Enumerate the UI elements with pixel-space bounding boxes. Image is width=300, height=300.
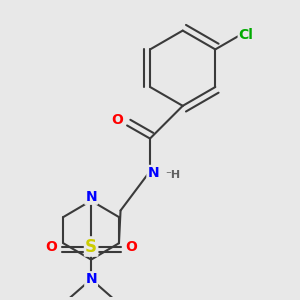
Text: Cl: Cl — [239, 28, 254, 42]
Text: ⁻H: ⁻H — [166, 169, 181, 179]
Text: O: O — [45, 239, 57, 254]
Text: O: O — [111, 112, 123, 127]
Text: O: O — [125, 239, 137, 254]
Text: S: S — [85, 238, 97, 256]
Text: N: N — [85, 272, 97, 286]
Text: N: N — [85, 190, 97, 204]
Text: N: N — [148, 166, 159, 180]
